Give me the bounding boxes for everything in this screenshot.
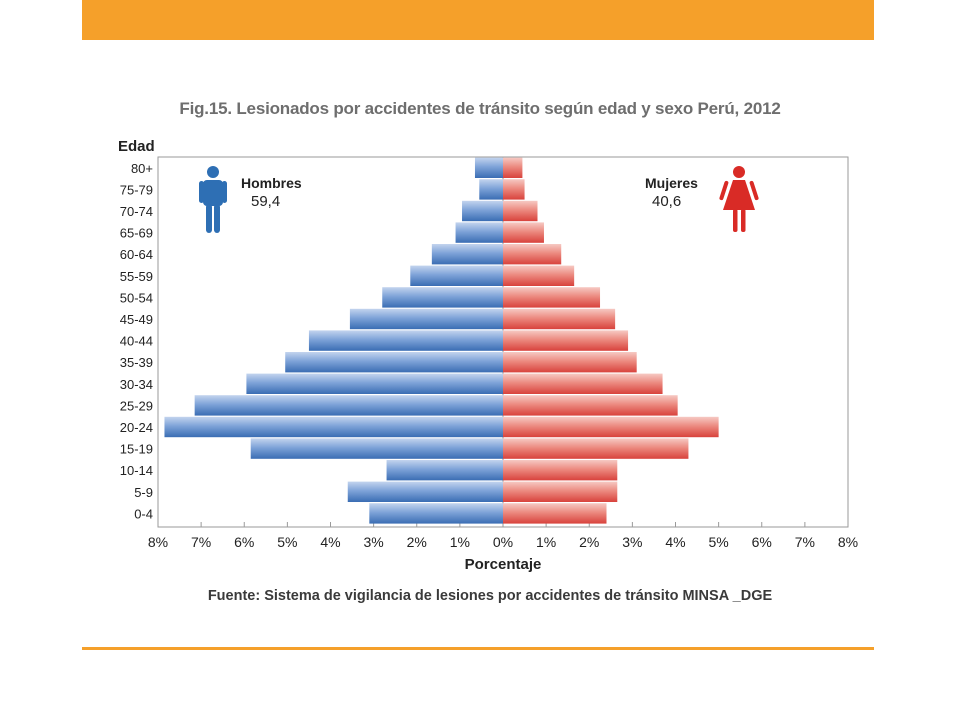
women-legend-label: Mujeres — [645, 175, 698, 191]
age-label: 25-29 — [120, 398, 153, 413]
bar-women-65-69 — [503, 222, 544, 243]
age-label: 35-39 — [120, 355, 153, 370]
age-label: 5-9 — [134, 485, 153, 500]
age-label: 75-79 — [120, 182, 153, 197]
bar-men-40-44 — [308, 330, 503, 351]
bar-men-75-79 — [479, 179, 503, 200]
bar-women-25-29 — [503, 395, 678, 416]
bar-men-50-54 — [382, 287, 503, 308]
bar-men-35-39 — [285, 352, 503, 373]
bar-men-65-69 — [455, 222, 503, 243]
bar-men-45-49 — [349, 308, 503, 330]
x-tick-labels: 8% 7% 6% 5% 4% 3% 2% 1% 0% 1% 2% 3% 4% 5% 6% 7% 8% — [148, 534, 858, 550]
x-tick-label: 8% — [148, 534, 168, 550]
x-tick-label: 1% — [450, 534, 470, 550]
age-labels: 80+ 75-79 70-74 65-69 60-64 55-59 50-54 45-49 40… — [120, 161, 153, 522]
bar-men-20-24 — [164, 416, 503, 438]
bar-men-70-74 — [462, 200, 503, 222]
bar-men-80+ — [474, 157, 503, 178]
x-tick-label: 6% — [234, 534, 254, 550]
bar-women-80+ — [503, 157, 523, 178]
bar-men-15-19 — [250, 438, 503, 459]
bar-women-75-79 — [503, 179, 525, 200]
age-label: 55-59 — [120, 269, 153, 284]
age-label: 0-4 — [134, 506, 153, 521]
men-bars — [164, 157, 503, 524]
y-axis-title: Edad — [118, 138, 155, 155]
men-legend-label: Hombres — [241, 175, 302, 191]
bar-women-40-44 — [503, 330, 629, 351]
bar-women-50-54 — [503, 287, 601, 308]
x-tick-label: 3% — [622, 534, 642, 550]
x-tick-label: 0% — [493, 534, 513, 550]
woman-figure-icon — [719, 166, 759, 232]
bar-men-0-4 — [369, 503, 503, 524]
x-tick-label: 6% — [752, 534, 772, 550]
men-legend-total: 59,4 — [251, 193, 280, 210]
source-note: Fuente: Sistema de vigilancia de lesione… — [207, 588, 773, 604]
x-tick-label: 1% — [536, 534, 556, 550]
bar-women-35-39 — [503, 352, 637, 373]
bar-women-0-4 — [503, 503, 607, 524]
age-label: 60-64 — [120, 247, 153, 262]
bar-women-60-64 — [503, 244, 562, 265]
age-label: 45-49 — [120, 312, 153, 327]
bar-women-10-14 — [503, 460, 618, 481]
x-tick-label: 7% — [795, 534, 815, 550]
women-bars — [503, 157, 719, 524]
bar-men-25-29 — [194, 395, 503, 416]
x-tick-label: 5% — [277, 534, 297, 550]
bar-women-45-49 — [503, 308, 616, 330]
x-axis-title: Porcentaje — [465, 556, 542, 573]
age-label: 10-14 — [120, 463, 153, 478]
chart-title: Fig.15. Lesionados por accidentes de trá… — [179, 99, 781, 118]
age-label: 40-44 — [120, 334, 153, 349]
x-tick-label: 4% — [320, 534, 340, 550]
age-label: 50-54 — [120, 290, 153, 305]
age-label: 20-24 — [120, 420, 153, 435]
bar-women-15-19 — [503, 438, 689, 459]
bar-women-55-59 — [503, 265, 575, 286]
man-figure-icon — [199, 166, 227, 233]
bar-men-5-9 — [347, 481, 503, 502]
bar-men-30-34 — [246, 373, 503, 394]
x-tick-label: 4% — [665, 534, 685, 550]
age-label: 15-19 — [120, 442, 153, 457]
age-label: 65-69 — [120, 226, 153, 241]
x-tick-label: 2% — [579, 534, 599, 550]
x-tick-label: 3% — [364, 534, 384, 550]
bar-women-70-74 — [503, 200, 538, 222]
x-tick-label: 5% — [709, 534, 729, 550]
women-legend-total: 40,6 — [652, 193, 681, 210]
age-label: 70-74 — [120, 204, 153, 219]
age-label: 30-34 — [120, 377, 153, 392]
bar-women-30-34 — [503, 373, 663, 394]
bar-women-20-24 — [503, 416, 719, 438]
x-tick-label: 7% — [191, 534, 211, 550]
top-accent-bar — [82, 0, 874, 40]
bar-men-60-64 — [431, 244, 503, 265]
bar-men-55-59 — [410, 265, 503, 286]
bar-men-10-14 — [386, 460, 503, 481]
bar-women-5-9 — [503, 481, 618, 502]
bottom-accent-rule — [82, 647, 874, 650]
x-tick-label: 2% — [407, 534, 427, 550]
age-label: 80+ — [131, 161, 153, 176]
x-tick-label: 8% — [838, 534, 858, 550]
